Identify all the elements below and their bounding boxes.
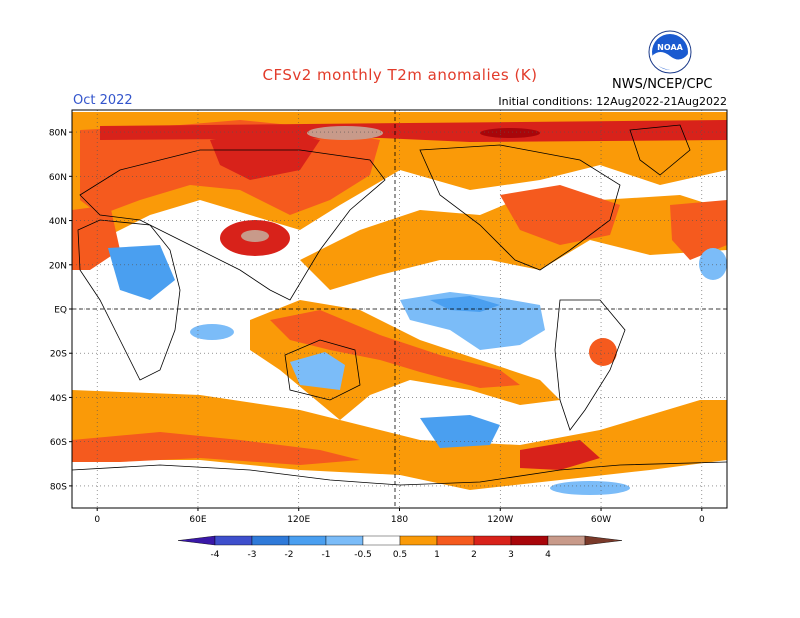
- colorbar-swatch: [325, 535, 364, 546]
- lon-tick-label: 60E: [189, 515, 206, 525]
- lat-tick-label: 60S: [50, 438, 67, 448]
- lat-tick-label: EQ: [54, 306, 67, 316]
- coast-greenland: [629, 124, 691, 176]
- map-title: CFSv2 monthly T2m anomalies (K): [262, 66, 538, 84]
- colorbar-tick-label: -4: [211, 550, 220, 560]
- initial-conditions: Initial conditions: 12Aug2022-21Aug2022: [498, 95, 727, 108]
- logo-text: NOAA: [657, 43, 683, 52]
- anomaly-cool-atlantic: [699, 248, 727, 280]
- lat-labels: 80N 60N 40N 20N EQ 20S 40S 60S 80S: [49, 129, 72, 492]
- coast-australia: [284, 339, 361, 401]
- anomaly-warm-westhemi: [72, 205, 120, 270]
- anomaly-cool-southern: [420, 415, 500, 448]
- colorbar: -4 -3 -2 -1 -0.5 0.5 1 2 3 4: [177, 535, 623, 560]
- anomaly-warm-s-america-south: [520, 440, 600, 470]
- anomaly-cool-africa: [108, 245, 175, 300]
- anomaly-warm-pole-strip: [100, 120, 727, 142]
- lat-tick-label: 60N: [49, 173, 67, 183]
- colorbar-tick-label: -3: [248, 550, 257, 560]
- coast-eurasia: [79, 149, 386, 301]
- anomaly-cool-eqpacific: [400, 292, 545, 350]
- colorbar-swatch: [214, 535, 253, 546]
- colorbar-swatch: [251, 535, 290, 546]
- anomaly-field: [72, 110, 727, 508]
- agency-label: NWS/NCEP/CPC: [612, 77, 713, 92]
- anomaly-warm-atlantic-east: [670, 200, 727, 260]
- lat-tick-label: 80S: [50, 482, 67, 492]
- colorbar-tick-label: -1: [322, 550, 331, 560]
- anomaly-cool-australia: [290, 352, 345, 390]
- anomaly-extreme-arctic-1: [307, 126, 383, 140]
- anomaly-cool-eqpacific-core: [430, 296, 500, 312]
- noaa-logo-icon: NOAA: [648, 30, 692, 74]
- lon-tick-label: 180: [391, 515, 408, 525]
- anomaly-cool-antarctic: [550, 481, 630, 495]
- anomaly-warm-southern-core: [72, 432, 360, 465]
- colorbar-tick-label: 0.5: [393, 550, 407, 560]
- anomaly-warm-northpole: [210, 130, 320, 180]
- anomaly-warm-brazil: [589, 338, 617, 366]
- colorbar-tick-label: 4: [545, 550, 551, 560]
- anomaly-warm-npacific: [300, 190, 727, 290]
- colorbar-tick-label: 1: [434, 550, 440, 560]
- colorbar-swatch: [473, 535, 512, 546]
- coast-africa: [77, 219, 181, 381]
- coast-antarctica: [72, 461, 727, 486]
- lon-tick-label: 60W: [591, 515, 611, 525]
- colorbar-swatch: [362, 535, 401, 546]
- colorbar-tick-label: 2: [471, 550, 477, 560]
- coast-samerica: [554, 299, 626, 431]
- colorbar-swatch: [510, 535, 549, 546]
- lon-tick-label: 0: [94, 515, 100, 525]
- lon-tick-label: 0: [699, 515, 705, 525]
- coastlines: [72, 124, 727, 486]
- anomaly-warm-namerica: [500, 185, 620, 245]
- colorbar-swatch: [399, 535, 438, 546]
- lat-tick-label: 40N: [49, 217, 67, 227]
- lat-tick-label: 20N: [49, 261, 67, 271]
- anomaly-extreme-tibet: [241, 230, 269, 242]
- lat-tick-label: 40S: [50, 394, 67, 404]
- colorbar-tick-label: -0.5: [354, 550, 372, 560]
- colorbar-swatch: [288, 535, 327, 546]
- colorbar-swatch: [547, 535, 586, 546]
- colorbar-tick-label: 3: [508, 550, 514, 560]
- lat-tick-label: 20S: [50, 350, 67, 360]
- coast-namerica: [419, 144, 621, 271]
- lat-tick-label: 80N: [49, 129, 67, 139]
- colorbar-swatch: [436, 535, 475, 546]
- colorbar-tick-label: -2: [285, 550, 294, 560]
- lon-tick-label: 120E: [287, 515, 310, 525]
- lon-labels: 0 60E 120E 180 120W 60W 0: [94, 508, 705, 525]
- colorbar-swatch: [584, 535, 623, 546]
- forecast-month: Oct 2022: [73, 93, 133, 108]
- anomaly-cool-indian: [190, 324, 234, 340]
- anomaly-extreme-arctic-2: [480, 128, 540, 138]
- lon-tick-label: 120W: [487, 515, 513, 525]
- colorbar-swatch: [177, 535, 216, 546]
